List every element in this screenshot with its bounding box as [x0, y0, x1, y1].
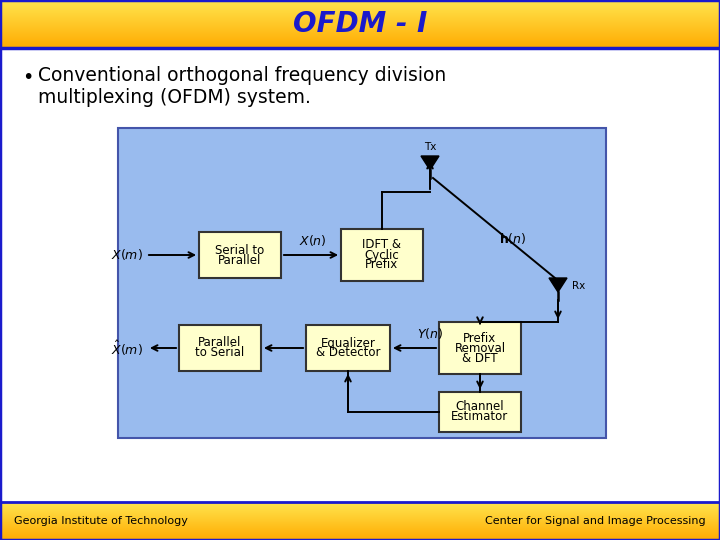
- Text: & DFT: & DFT: [462, 352, 498, 365]
- Text: Conventional orthogonal frequency division: Conventional orthogonal frequency divisi…: [38, 66, 446, 85]
- Bar: [439, 322, 521, 374]
- Text: Equalizer: Equalizer: [320, 336, 375, 349]
- Text: Cyclic: Cyclic: [364, 248, 400, 261]
- Text: Channel: Channel: [456, 401, 504, 414]
- Text: Serial to: Serial to: [215, 244, 265, 256]
- Text: Prefix: Prefix: [464, 332, 497, 345]
- Text: $X(n)$: $X(n)$: [299, 233, 327, 248]
- Text: Removal: Removal: [454, 341, 505, 354]
- Text: Center for Signal and Image Processing: Center for Signal and Image Processing: [485, 516, 706, 526]
- Text: Parallel: Parallel: [198, 336, 242, 349]
- Text: Rx: Rx: [572, 281, 585, 291]
- Bar: [306, 325, 390, 371]
- Text: OFDM - I: OFDM - I: [293, 10, 427, 38]
- Text: multiplexing (OFDM) system.: multiplexing (OFDM) system.: [38, 88, 311, 107]
- Polygon shape: [549, 278, 567, 292]
- Bar: [118, 128, 606, 438]
- Bar: [179, 325, 261, 371]
- Text: $\bf{h}$$(n)$: $\bf{h}$$(n)$: [499, 231, 526, 246]
- Text: $Y(n)$: $Y(n)$: [417, 326, 443, 341]
- Text: Estimator: Estimator: [451, 410, 508, 423]
- Text: Prefix: Prefix: [365, 259, 399, 272]
- Bar: [439, 392, 521, 432]
- Polygon shape: [421, 156, 439, 170]
- Text: $\hat{X}(m)$: $\hat{X}(m)$: [111, 339, 143, 357]
- Text: to Serial: to Serial: [195, 347, 245, 360]
- Text: Tx: Tx: [424, 142, 436, 152]
- Text: $X(m)$: $X(m)$: [111, 247, 143, 262]
- Bar: [341, 229, 423, 281]
- Text: Parallel: Parallel: [218, 253, 261, 267]
- Text: Georgia Institute of Technology: Georgia Institute of Technology: [14, 516, 188, 526]
- Text: IDFT &: IDFT &: [362, 239, 402, 252]
- Text: & Detector: & Detector: [316, 347, 380, 360]
- Text: •: •: [22, 68, 33, 87]
- Bar: [199, 232, 281, 278]
